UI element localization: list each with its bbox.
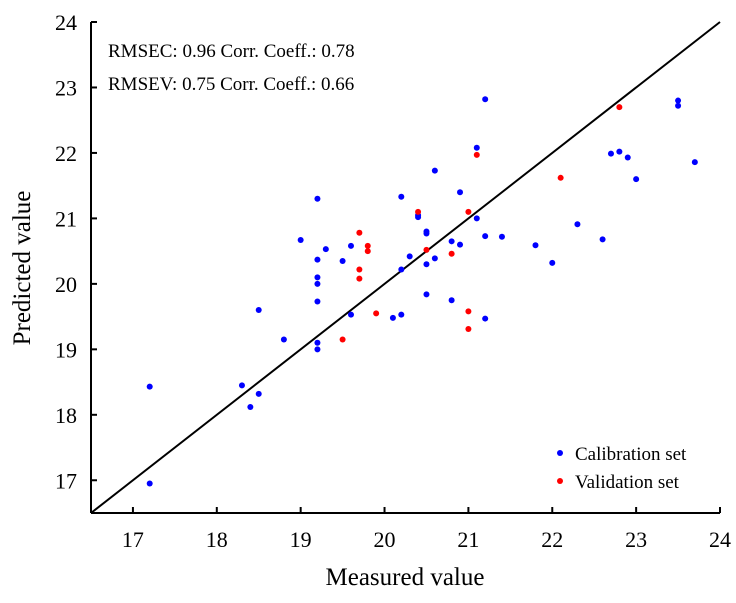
calibration-point — [398, 193, 405, 200]
calibration-point — [482, 96, 489, 103]
calibration-point — [532, 242, 539, 249]
calibration-point — [431, 255, 438, 262]
data-points — [146, 96, 698, 487]
calibration-point — [482, 233, 489, 240]
calibration-point — [146, 480, 153, 487]
y-tick-label: 19 — [55, 337, 77, 362]
validation-point — [364, 248, 371, 255]
calibration-point — [398, 311, 405, 318]
calibration-point — [423, 261, 430, 268]
x-tick-label: 21 — [457, 527, 479, 552]
calibration-point — [255, 390, 262, 397]
validation-point — [356, 275, 363, 282]
y-axis-label: Predicted value — [9, 191, 36, 346]
calibration-point — [146, 383, 153, 390]
y-tick-label: 23 — [55, 75, 77, 100]
calibration-point — [498, 233, 505, 240]
calibration-point — [549, 259, 556, 266]
calibration-point — [423, 230, 430, 237]
validation-point — [364, 242, 371, 249]
calibration-point — [482, 315, 489, 322]
axes: 17 18 19 20 21 22 23 24 17 18 19 20 21 22 23 24 — [55, 10, 731, 552]
calibration-point — [398, 266, 405, 273]
y-tick-label: 18 — [55, 403, 77, 428]
x-tick-label: 17 — [122, 527, 144, 552]
calibration-point — [599, 236, 606, 243]
calibration-point — [448, 238, 455, 245]
reference-line-y-equals-x — [90, 21, 721, 514]
calibration-point — [314, 298, 321, 305]
annotation-rmsev: RMSEV: 0.75 Corr. Coeff.: 0.66 — [108, 74, 354, 95]
x-tick-label: 22 — [541, 527, 563, 552]
calibration-point — [473, 215, 480, 222]
x-tick-label: 20 — [374, 527, 396, 552]
validation-point — [616, 104, 623, 111]
annotation-rmsec: RMSEC: 0.96 Corr. Coeff.: 0.78 — [108, 41, 355, 62]
validation-point — [557, 174, 564, 181]
validation-point — [465, 308, 472, 315]
calibration-point — [314, 339, 321, 346]
calibration-point — [448, 297, 455, 304]
validation-point — [448, 250, 455, 257]
validation-point — [356, 229, 363, 236]
calibration-point — [473, 144, 480, 151]
validation-point — [473, 151, 480, 158]
calibration-point — [314, 346, 321, 353]
calibration-point — [675, 97, 682, 104]
validation-point — [465, 326, 472, 333]
calibration-point — [255, 307, 262, 314]
calibration-point — [574, 221, 581, 228]
calibration-point — [457, 189, 464, 196]
calibration-point — [633, 176, 640, 183]
legend-marker-calibration — [557, 450, 563, 456]
validation-point — [465, 208, 472, 215]
legend-label-validation: Validation set — [575, 472, 680, 493]
calibration-point — [314, 195, 321, 202]
calibration-point — [238, 382, 245, 389]
x-tick-label: 24 — [709, 527, 731, 552]
calibration-point — [415, 214, 422, 221]
calibration-point — [675, 102, 682, 109]
calibration-point — [297, 237, 304, 244]
calibration-point — [322, 246, 329, 253]
legend-marker-validation — [557, 478, 563, 484]
legend-label-calibration: Calibration set — [575, 444, 687, 465]
x-tick-label: 23 — [625, 527, 647, 552]
calibration-point — [389, 314, 396, 321]
validation-point — [423, 246, 430, 253]
calibration-point — [339, 257, 346, 264]
calibration-point — [616, 148, 623, 155]
calibration-point — [607, 150, 614, 157]
calibration-point — [431, 167, 438, 174]
legend: Calibration set Validation set — [557, 444, 687, 493]
x-tick-label: 19 — [290, 527, 312, 552]
y-tick-label: 22 — [55, 141, 77, 166]
calibration-point — [691, 159, 698, 166]
calibration-point — [457, 241, 464, 248]
calibration-point — [280, 336, 287, 343]
validation-point — [356, 266, 363, 273]
y-tick-label: 17 — [55, 468, 77, 493]
y-tick-label: 24 — [55, 10, 77, 35]
y-tick-label: 21 — [55, 206, 77, 231]
calibration-point — [314, 280, 321, 287]
calibration-point — [247, 403, 254, 410]
validation-point — [373, 310, 380, 317]
x-tick-label: 18 — [206, 527, 228, 552]
validation-point — [339, 336, 346, 343]
calibration-point — [347, 242, 354, 249]
calibration-point — [314, 256, 321, 263]
calibration-point — [347, 311, 354, 318]
calibration-point — [624, 154, 631, 161]
calibration-point — [423, 291, 430, 298]
x-axis-label: Measured value — [326, 564, 485, 591]
calibration-point — [406, 253, 413, 260]
calibration-point — [314, 274, 321, 281]
validation-point — [415, 208, 422, 215]
y-tick-label: 20 — [55, 272, 77, 297]
